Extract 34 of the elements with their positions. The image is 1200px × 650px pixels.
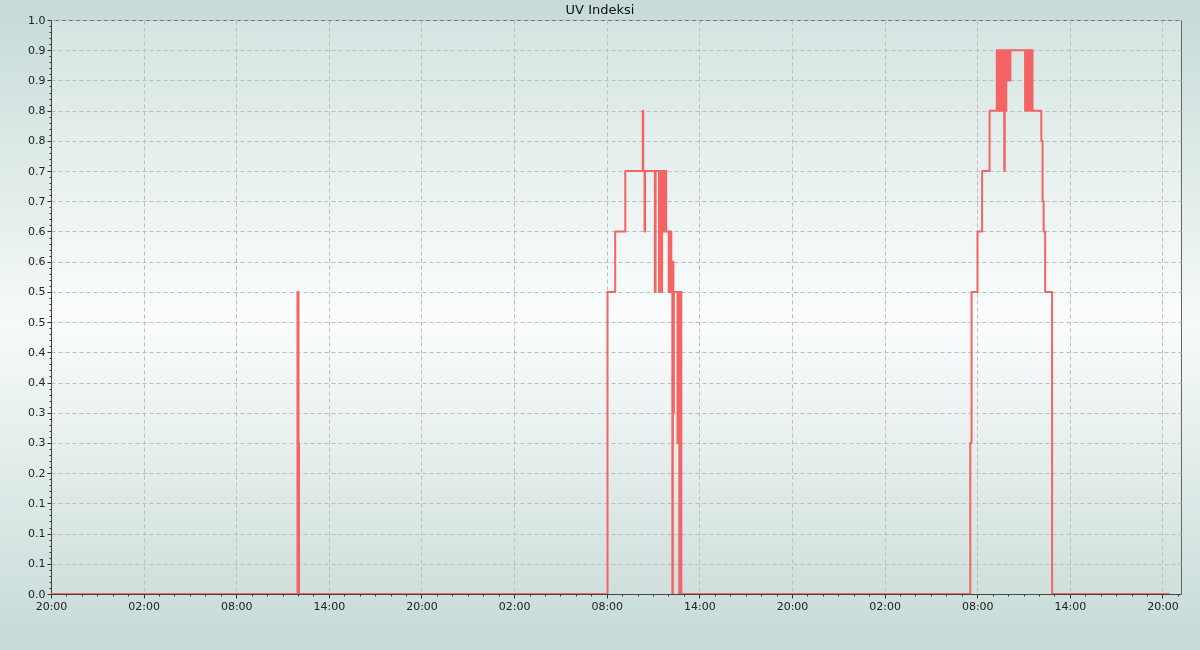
- x-tick-label: 08:00: [961, 599, 994, 613]
- x-tick-label: 20:00: [1147, 599, 1179, 613]
- y-tick-label: 0.8: [28, 134, 46, 148]
- y-tick-label: 0.8: [28, 104, 46, 118]
- y-tick-label: 0.1: [28, 527, 46, 541]
- x-tick-label: 02:00: [869, 599, 901, 613]
- y-tick-label: 0.2: [28, 466, 46, 480]
- y-tick-label: 0.7: [28, 164, 46, 178]
- y-tick-label: 0.6: [28, 255, 46, 269]
- y-tick-label: 0.7: [28, 194, 46, 208]
- y-tick-label: 0.5: [28, 285, 46, 299]
- x-tick-label: 08:00: [591, 599, 624, 613]
- y-tick-label: 0.5: [28, 315, 46, 329]
- x-tick-label: 14:00: [684, 599, 716, 613]
- y-tick-label: 0.6: [28, 224, 46, 238]
- y-tick-label: 0.1: [28, 496, 46, 510]
- chart-title: UV Indeksi: [565, 2, 635, 17]
- x-tick-label: 02:00: [128, 599, 160, 613]
- x-tick-label: 02:00: [498, 599, 531, 613]
- x-tick-label: 08:00: [220, 599, 253, 613]
- y-tick-label: 0.4: [28, 345, 46, 359]
- y-tick-label: 0.9: [28, 73, 46, 87]
- x-tick-label: 20:00: [35, 599, 68, 613]
- x-tick-label: 20:00: [406, 599, 438, 613]
- x-tick-label: 20:00: [776, 599, 809, 613]
- y-tick-label: 1.0: [28, 13, 46, 27]
- x-tick-label: 14:00: [313, 599, 346, 613]
- y-tick-label: 0.3: [28, 406, 46, 420]
- y-tick-label: 0.4: [28, 376, 46, 390]
- x-tick-label: 14:00: [1054, 599, 1087, 613]
- y-tick-label: 0.1: [28, 557, 46, 571]
- y-tick-label: 0.0: [28, 587, 46, 601]
- y-tick-label: 0.3: [28, 436, 46, 450]
- y-tick-label: 0.9: [28, 43, 46, 57]
